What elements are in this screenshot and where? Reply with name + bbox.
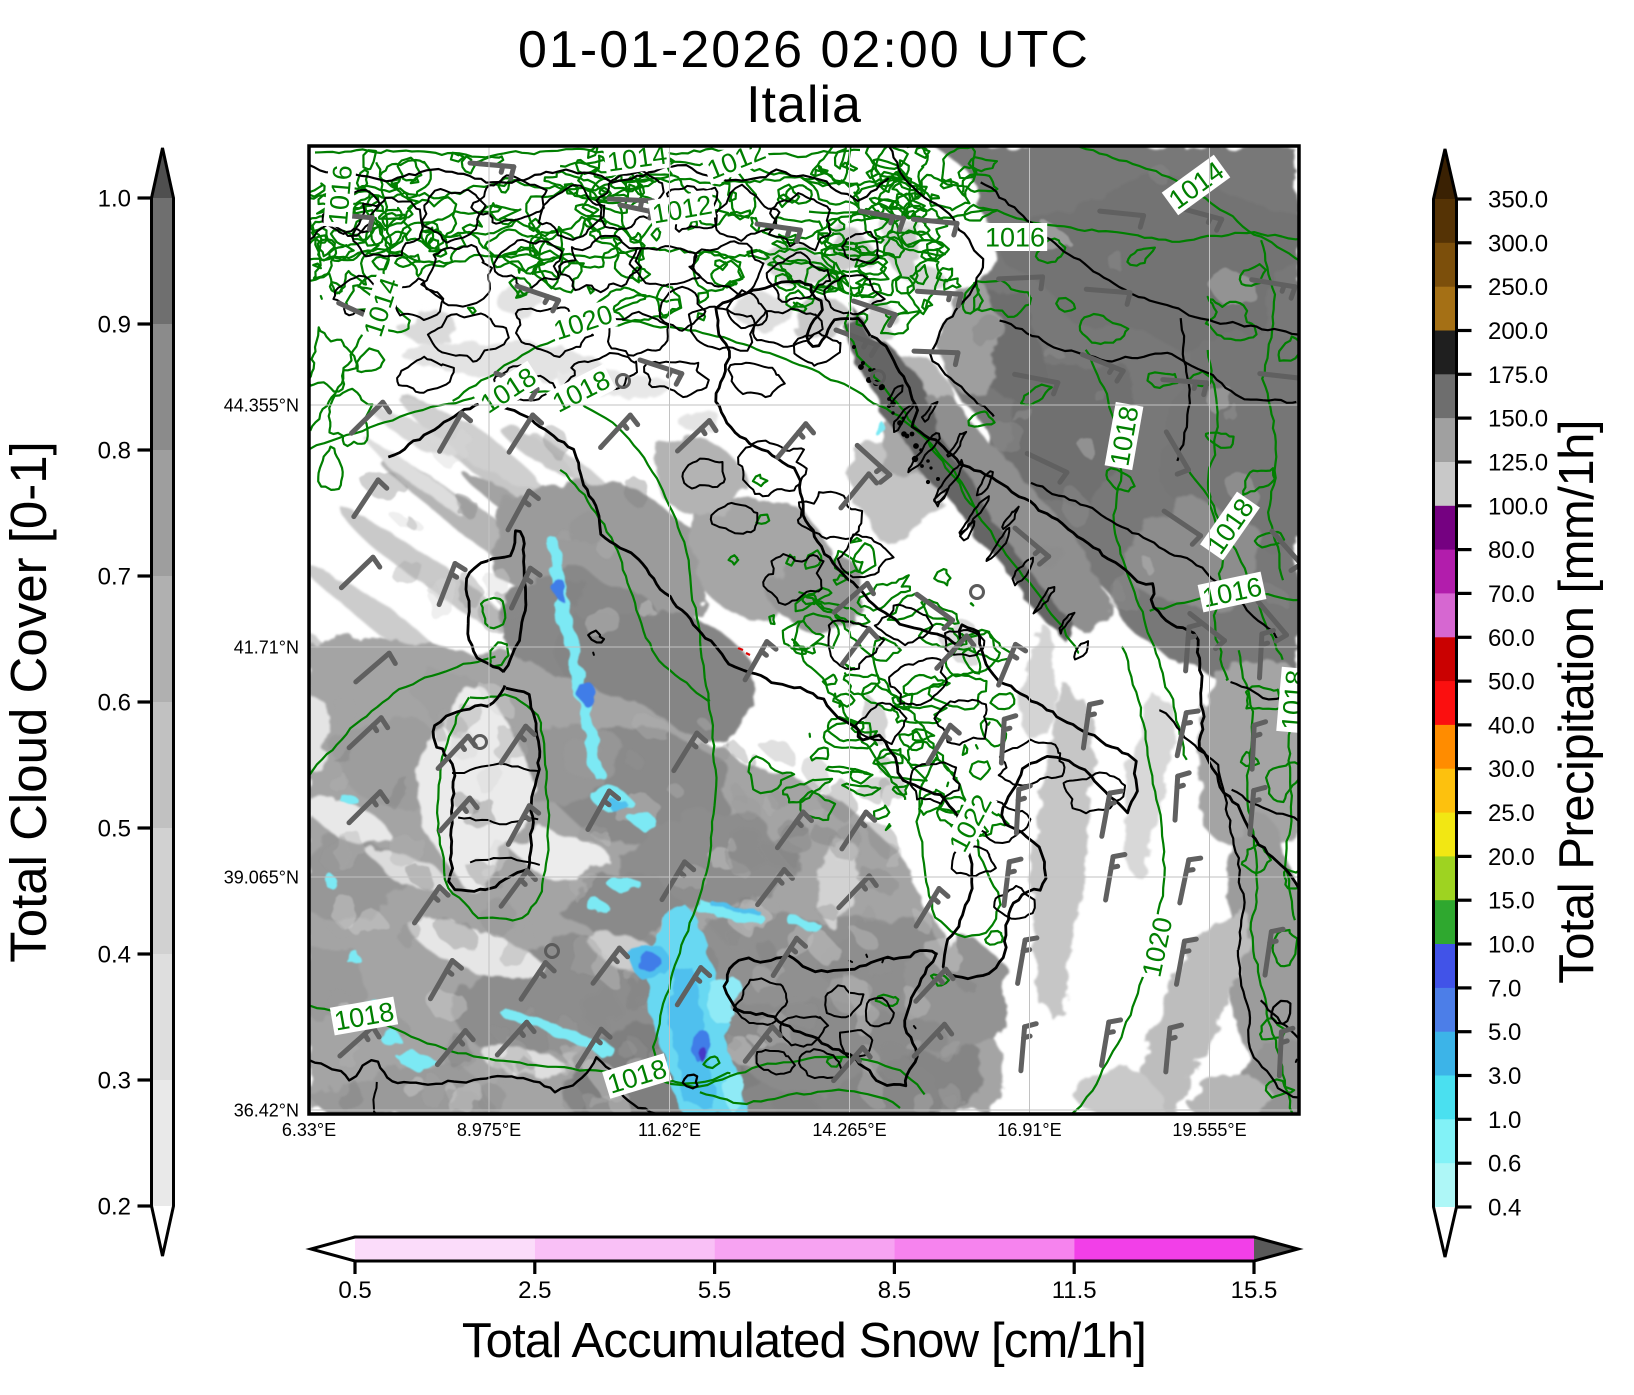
- svg-text:0.4: 0.4: [1488, 1195, 1521, 1222]
- svg-text:Total Precipitation [mm/1h]: Total Precipitation [mm/1h]: [1550, 420, 1604, 984]
- svg-text:16.91°E: 16.91°E: [997, 1120, 1061, 1140]
- svg-text:0.4: 0.4: [98, 942, 131, 969]
- svg-text:19.555°E: 19.555°E: [1172, 1120, 1246, 1140]
- svg-text:1.0: 1.0: [1488, 1107, 1521, 1134]
- svg-text:125.0: 125.0: [1488, 450, 1548, 477]
- svg-text:11.5: 11.5: [1052, 1277, 1097, 1304]
- svg-text:0.5: 0.5: [98, 816, 131, 843]
- svg-text:350.0: 350.0: [1488, 187, 1548, 214]
- svg-text:Italia: Italia: [746, 76, 862, 134]
- svg-text:15.5: 15.5: [1231, 1277, 1278, 1304]
- svg-text:8.975°E: 8.975°E: [457, 1120, 521, 1140]
- svg-text:Total Accumulated Snow [cm/1h]: Total Accumulated Snow [cm/1h]: [462, 1314, 1146, 1368]
- svg-text:5.0: 5.0: [1488, 1019, 1521, 1046]
- svg-text:150.0: 150.0: [1488, 406, 1548, 433]
- svg-text:40.0: 40.0: [1488, 712, 1535, 739]
- svg-text:5.5: 5.5: [698, 1277, 731, 1304]
- svg-text:0.2: 0.2: [98, 1194, 131, 1221]
- svg-text:1016: 1016: [985, 223, 1045, 253]
- svg-text:300.0: 300.0: [1488, 230, 1548, 257]
- svg-text:1018: 1018: [1276, 669, 1311, 731]
- svg-text:1016: 1016: [323, 164, 358, 226]
- svg-text:0.3: 0.3: [98, 1068, 131, 1095]
- svg-text:3.0: 3.0: [1488, 1063, 1521, 1090]
- svg-text:41.71°N: 41.71°N: [234, 638, 299, 658]
- svg-text:30.0: 30.0: [1488, 756, 1535, 783]
- svg-text:0.6: 0.6: [1488, 1151, 1521, 1178]
- svg-text:11.62°E: 11.62°E: [638, 1120, 701, 1140]
- svg-text:60.0: 60.0: [1488, 625, 1535, 652]
- svg-text:0.6: 0.6: [98, 690, 131, 717]
- svg-text:01-01-2026 02:00 UTC: 01-01-2026 02:00 UTC: [518, 21, 1090, 79]
- svg-text:70.0: 70.0: [1488, 581, 1535, 608]
- svg-text:39.065°N: 39.065°N: [224, 868, 299, 888]
- svg-text:14.265°E: 14.265°E: [812, 1120, 886, 1140]
- svg-text:2.5: 2.5: [518, 1277, 551, 1304]
- svg-text:0.9: 0.9: [98, 312, 131, 339]
- svg-text:0.8: 0.8: [98, 438, 131, 465]
- svg-text:15.0: 15.0: [1488, 888, 1535, 915]
- svg-text:44.355°N: 44.355°N: [224, 396, 299, 416]
- svg-text:50.0: 50.0: [1488, 669, 1535, 696]
- svg-text:0.5: 0.5: [338, 1277, 371, 1304]
- svg-text:7.0: 7.0: [1488, 975, 1521, 1002]
- svg-text:36.42°N: 36.42°N: [234, 1101, 299, 1121]
- svg-text:100.0: 100.0: [1488, 493, 1548, 520]
- svg-text:0.7: 0.7: [98, 564, 131, 591]
- svg-text:10.0: 10.0: [1488, 932, 1535, 959]
- svg-text:250.0: 250.0: [1488, 274, 1548, 301]
- svg-text:8.5: 8.5: [878, 1277, 911, 1304]
- svg-text:175.0: 175.0: [1488, 362, 1548, 389]
- svg-text:6.33°E: 6.33°E: [282, 1120, 336, 1140]
- svg-text:200.0: 200.0: [1488, 318, 1548, 345]
- svg-text:Total Cloud Cover [0-1]: Total Cloud Cover [0-1]: [0, 441, 57, 963]
- svg-text:20.0: 20.0: [1488, 844, 1535, 871]
- svg-text:1.0: 1.0: [98, 186, 131, 213]
- svg-text:80.0: 80.0: [1488, 537, 1535, 564]
- svg-text:25.0: 25.0: [1488, 800, 1535, 827]
